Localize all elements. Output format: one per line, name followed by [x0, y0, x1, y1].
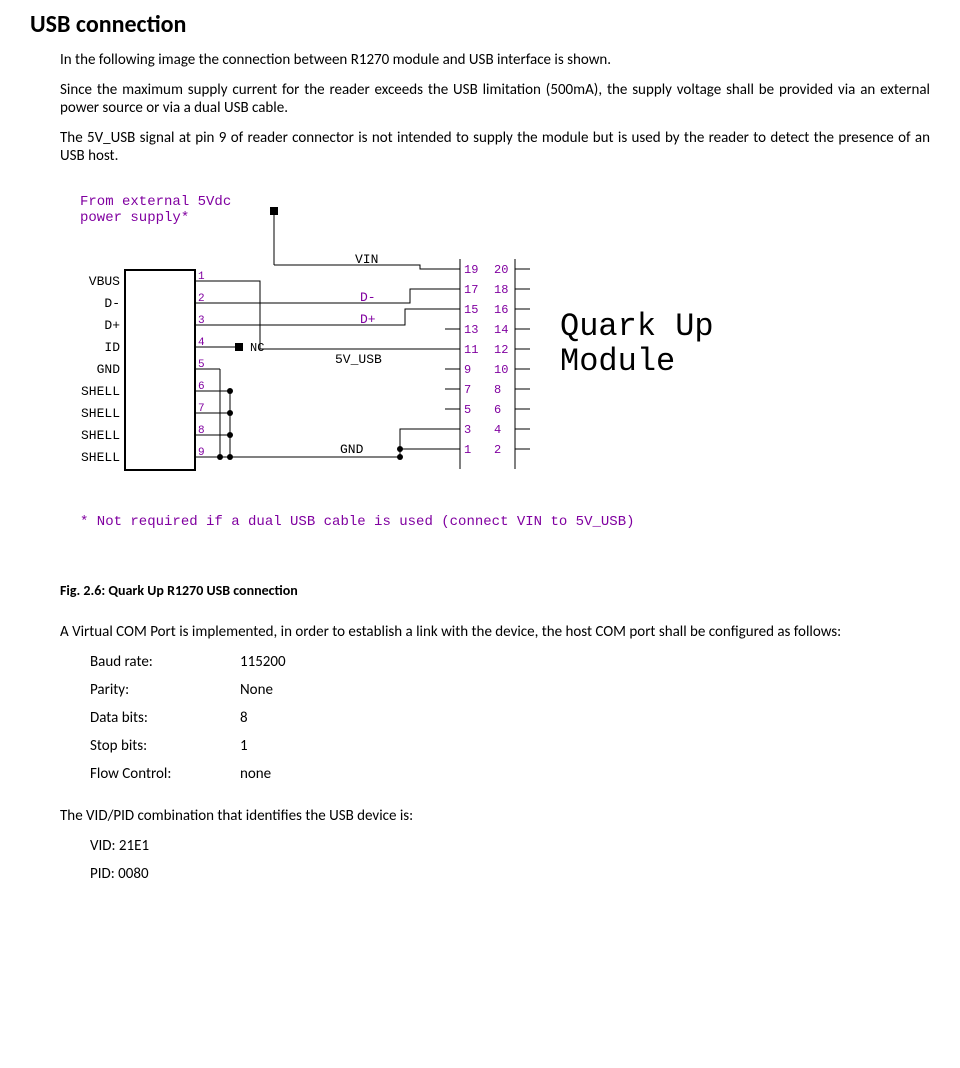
param-value: 8 [240, 709, 248, 727]
usb-pin-label: GND [97, 362, 121, 377]
param-label: Parity: [90, 681, 240, 699]
paragraph: The VID/PID combination that identifies … [30, 807, 930, 825]
module-pin: 18 [494, 283, 508, 297]
module-name-1: Quark Up [560, 308, 714, 345]
usb-pin-label: D+ [104, 318, 120, 333]
usb-pin-label: D- [104, 296, 120, 311]
page-title: USB connection [30, 10, 930, 39]
usb-pin-label: SHELL [81, 428, 120, 443]
net-label-5vusb: 5V_USB [335, 352, 382, 367]
module-pin: 15 [464, 303, 478, 317]
usb-pin-label: ID [104, 340, 120, 355]
module-pin: 4 [494, 423, 501, 437]
net-label-dplus: D+ [360, 312, 376, 327]
nc-label: NC [250, 341, 264, 355]
usb-pin-label: SHELL [81, 384, 120, 399]
param-label: Stop bits: [90, 737, 240, 755]
param-label: Data bits: [90, 709, 240, 727]
figure-caption: Fig. 2.6: Quark Up R1270 USB connection [30, 582, 930, 599]
module-pin: 10 [494, 363, 508, 377]
net-label-vin: VIN [355, 252, 378, 267]
module-pin: 16 [494, 303, 508, 317]
module-pin: 6 [494, 403, 501, 417]
paragraph: The 5V_USB signal at pin 9 of reader con… [30, 129, 930, 165]
module-pin: 11 [464, 343, 478, 357]
diagram-footnote: * Not required if a dual USB cable is us… [80, 514, 635, 530]
ext-supply-label-2: power supply* [80, 210, 189, 226]
usb-connector-box [125, 270, 195, 470]
module-pin: 8 [494, 383, 501, 397]
module-name-2: Module [560, 343, 675, 380]
module-pin: 14 [494, 323, 508, 337]
usb-pin-label: VBUS [89, 274, 120, 289]
paragraph: Since the maximum supply current for the… [30, 81, 930, 117]
module-pin: 17 [464, 283, 478, 297]
module-pin: 20 [494, 263, 508, 277]
module-pin: 12 [494, 343, 508, 357]
module-pin: 19 [464, 263, 478, 277]
pid-value: PID: 0080 [90, 865, 149, 883]
param-value: 115200 [240, 653, 286, 671]
vid-pid: VID: 21E1 PID: 0080 [30, 837, 930, 883]
module-pin: 1 [464, 443, 471, 457]
usb-connection-diagram: From external 5Vdc power supply* VBUS D-… [30, 185, 930, 570]
usb-pin-label: SHELL [81, 406, 120, 421]
param-value: none [240, 765, 271, 783]
module-pin: 5 [464, 403, 471, 417]
vid-value: VID: 21E1 [90, 837, 149, 855]
param-value: None [240, 681, 273, 699]
com-port-params: Baud rate:115200 Parity:None Data bits:8… [30, 653, 930, 783]
module-pin: 13 [464, 323, 478, 337]
module-pin: 3 [464, 423, 471, 437]
net-label-dminus: D- [360, 290, 376, 305]
nc-node [235, 343, 243, 351]
param-value: 1 [240, 737, 248, 755]
ext-supply-node [270, 207, 278, 215]
module-pin: 2 [494, 443, 501, 457]
paragraph: In the following image the connection be… [30, 51, 930, 69]
net-label-gnd: GND [340, 442, 364, 457]
module-pin: 7 [464, 383, 471, 397]
usb-pin-label: SHELL [81, 450, 120, 465]
module-pin: 9 [464, 363, 471, 377]
param-label: Flow Control: [90, 765, 240, 783]
paragraph: A Virtual COM Port is implemented, in or… [30, 623, 930, 641]
param-label: Baud rate: [90, 653, 240, 671]
ext-supply-label-1: From external 5Vdc [80, 194, 231, 210]
